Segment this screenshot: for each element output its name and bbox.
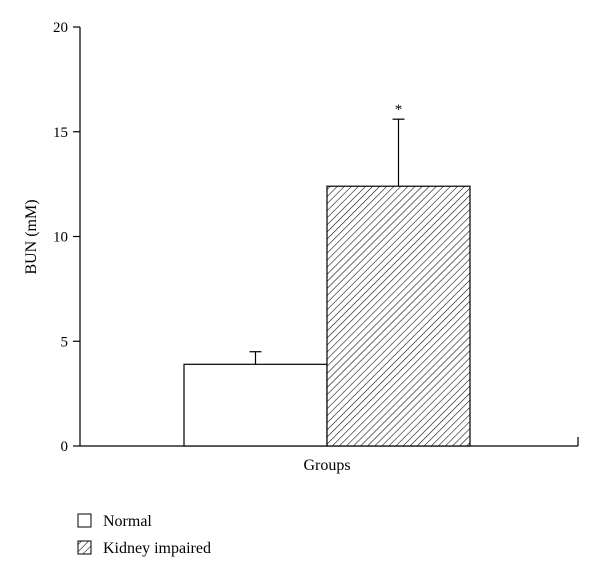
x-axis-title: Groups (303, 457, 350, 474)
legend-label-kidney-impaired: Kidney impaired (103, 540, 211, 557)
bar (183, 363, 328, 447)
y-tick-label: 5 (61, 334, 69, 350)
y-tick-label: 10 (53, 230, 68, 246)
y-tick-label: 15 (53, 125, 68, 141)
legend: Normal Kidney impaired (77, 513, 211, 557)
bar (326, 185, 471, 447)
legend-label-normal: Normal (103, 513, 152, 530)
legend-swatch-normal (77, 513, 92, 528)
bars-group: * (183, 102, 471, 447)
y-axis-title: BUN (mM) (23, 199, 40, 274)
y-tick-label: 0 (61, 439, 69, 455)
y-axis-ticks: 0 5 10 15 20 (53, 20, 80, 455)
legend-swatch-kidney-impaired (77, 540, 92, 555)
y-tick-label: 20 (53, 20, 68, 36)
significance-marker: * (395, 102, 403, 118)
